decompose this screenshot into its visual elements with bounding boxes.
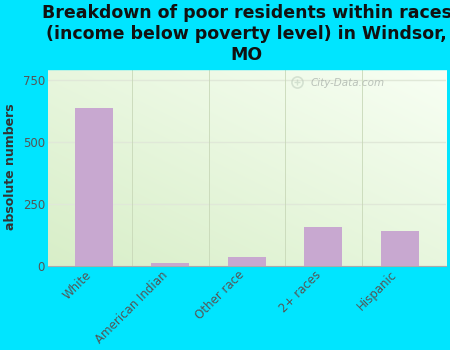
- Bar: [381, 231, 419, 266]
- Text: City-Data.com: City-Data.com: [310, 78, 385, 88]
- Bar: [75, 107, 113, 266]
- Title: Breakdown of poor residents within races
(income below poverty level) in Windsor: Breakdown of poor residents within races…: [42, 4, 450, 64]
- Y-axis label: absolute numbers: absolute numbers: [4, 104, 17, 230]
- Bar: [151, 263, 189, 266]
- Bar: [228, 257, 266, 266]
- Bar: [304, 228, 342, 266]
